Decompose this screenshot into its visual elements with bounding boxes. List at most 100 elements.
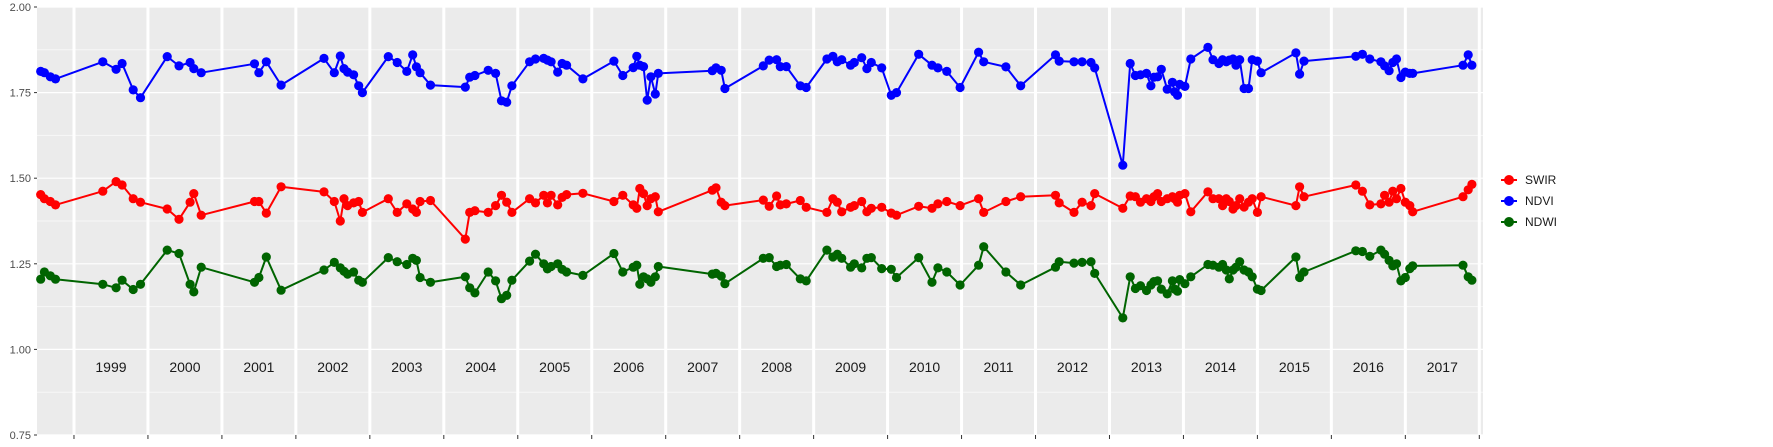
data-point-swir <box>764 201 774 211</box>
data-point-swir <box>1247 194 1257 204</box>
year-label: 2008 <box>761 359 792 375</box>
data-point-swir <box>1224 196 1234 207</box>
legend: SWIR NDVI NDWI <box>1501 173 1557 229</box>
data-point-ndwi <box>632 260 642 270</box>
data-point-ndvi <box>1156 64 1166 74</box>
year-label: 2000 <box>169 359 200 375</box>
data-point-swir <box>837 207 847 217</box>
data-point-ndwi <box>196 262 206 272</box>
data-point-ndwi <box>1172 286 1183 296</box>
data-point-ndwi <box>1118 313 1128 323</box>
data-point-ndvi <box>914 49 924 59</box>
data-point-ndvi <box>1186 54 1196 64</box>
data-point-ndwi <box>185 279 195 289</box>
data-point-ndvi <box>415 68 425 78</box>
data-point-ndwi <box>1357 246 1367 257</box>
data-point-ndvi <box>349 70 359 80</box>
data-point-swir <box>1001 196 1011 207</box>
data-point-ndvi <box>801 82 811 93</box>
data-point-ndwi <box>1247 272 1257 282</box>
data-point-ndwi <box>1467 275 1477 285</box>
data-point-swir <box>1218 201 1228 211</box>
y-tick-label: 2.00 <box>10 2 31 14</box>
data-point-ndwi <box>1291 252 1301 262</box>
data-point-swir <box>470 206 480 216</box>
data-point-ndvi <box>979 57 989 67</box>
data-point-ndvi <box>111 64 121 74</box>
data-point-swir <box>1388 186 1398 196</box>
data-point-ndvi <box>578 74 588 84</box>
y-tick-label: 1.00 <box>10 344 31 356</box>
data-point-ndvi <box>891 88 902 98</box>
major-gridlines <box>37 6 1483 436</box>
data-point-swir <box>1231 201 1241 211</box>
data-point-swir <box>609 196 619 207</box>
data-point-swir <box>1203 187 1213 197</box>
data-point-ndvi <box>720 83 730 94</box>
data-point-ndvi <box>402 66 412 76</box>
data-point-swir <box>1408 207 1418 217</box>
data-point-swir <box>1016 192 1026 202</box>
year-label: 2001 <box>243 359 274 375</box>
data-point-ndwi <box>764 253 774 263</box>
data-point-ndwi <box>357 277 367 287</box>
data-point-swir <box>546 190 556 200</box>
data-point-swir <box>891 210 902 220</box>
data-point-ndvi <box>357 88 367 98</box>
data-point-ndvi <box>1153 72 1163 82</box>
data-point-ndvi <box>1408 68 1418 78</box>
data-point-swir <box>329 196 339 207</box>
data-point-swir <box>632 203 642 213</box>
data-point-swir <box>496 190 507 200</box>
data-point-ndvi <box>329 68 339 78</box>
data-point-ndvi <box>1463 50 1473 60</box>
data-point-ndvi <box>196 68 206 78</box>
data-point-ndwi <box>483 267 493 277</box>
year-label: 2002 <box>317 359 348 375</box>
data-point-ndvi <box>1180 81 1190 91</box>
data-point-swir <box>261 208 271 218</box>
data-point-ndwi <box>329 257 339 267</box>
data-point-ndwi <box>866 253 876 263</box>
data-point-ndwi <box>128 284 138 295</box>
data-point-swir <box>1467 179 1477 189</box>
data-point-ndwi <box>162 245 172 255</box>
data-point-ndwi <box>974 260 984 270</box>
data-point-ndwi <box>1153 276 1163 286</box>
data-point-ndwi <box>1090 268 1100 278</box>
data-point-ndvi <box>383 52 393 62</box>
data-point-ndwi <box>716 271 726 281</box>
data-point-swir <box>392 207 402 217</box>
year-separators <box>72 7 1481 435</box>
data-point-ndvi <box>1295 69 1305 79</box>
data-point-ndwi <box>933 263 943 273</box>
data-point-ndwi <box>801 276 811 286</box>
series-layer <box>36 42 1477 323</box>
data-point-ndvi <box>955 82 965 93</box>
data-point-ndvi <box>135 93 146 103</box>
data-point-ndvi <box>1125 58 1135 69</box>
data-point-swir <box>335 216 345 226</box>
data-point-swir <box>1235 194 1245 204</box>
data-point-ndvi <box>174 61 184 71</box>
data-point-swir <box>1256 192 1266 202</box>
data-point-ndvi <box>1090 63 1100 73</box>
data-point-swir <box>1054 198 1064 208</box>
data-point-ndvi <box>507 81 517 91</box>
data-point-ndvi <box>1467 60 1477 70</box>
data-point-swir <box>562 190 572 200</box>
y-tick-label: 0.75 <box>10 430 31 442</box>
data-point-ndvi <box>618 70 628 81</box>
data-point-swir <box>1391 194 1402 204</box>
legend-label-swir: SWIR <box>1525 173 1557 187</box>
data-point-ndvi <box>849 57 859 68</box>
data-point-ndwi <box>1077 257 1087 267</box>
data-point-ndwi <box>525 256 535 266</box>
data-point-ndwi <box>609 248 619 259</box>
data-point-ndwi <box>942 267 952 277</box>
data-point-swir <box>849 201 859 211</box>
data-point-ndwi <box>36 274 46 284</box>
data-point-ndwi <box>1001 267 1011 277</box>
data-point-ndvi <box>974 47 984 57</box>
data-point-swir <box>1214 194 1224 204</box>
